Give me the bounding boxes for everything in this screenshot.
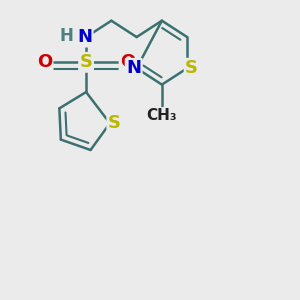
Text: N: N (77, 28, 92, 46)
Text: S: S (185, 59, 198, 77)
Text: S: S (80, 53, 93, 71)
Text: S: S (108, 114, 121, 132)
Text: CH₃: CH₃ (147, 108, 177, 123)
Text: N: N (126, 59, 141, 77)
Text: O: O (120, 53, 135, 71)
Text: O: O (37, 53, 52, 71)
Text: H: H (60, 27, 74, 45)
